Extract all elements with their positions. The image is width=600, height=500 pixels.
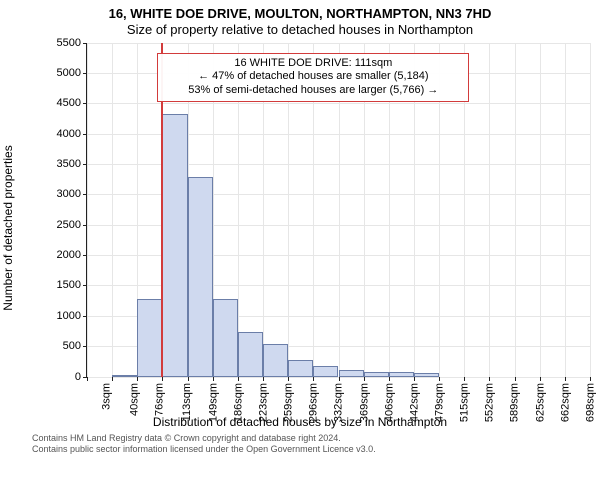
x-tick-mark [565, 377, 566, 381]
gridline-v [565, 43, 566, 377]
x-tick-mark [112, 377, 113, 381]
y-tick-label: 2500 [57, 219, 81, 231]
x-tick-mark [162, 377, 163, 381]
x-tick-label: 186sqm [232, 383, 244, 422]
x-tick-label: 369sqm [358, 383, 370, 422]
footer-line: Contains public sector information licen… [32, 444, 594, 455]
y-tick-label: 4500 [57, 97, 81, 109]
histogram-bar [389, 372, 414, 376]
x-tick-label: 442sqm [408, 383, 420, 422]
y-tick-label: 0 [75, 371, 81, 383]
x-tick-label: 479sqm [434, 383, 446, 422]
x-tick-label: 223sqm [257, 383, 269, 422]
histogram-bar [263, 344, 288, 376]
x-tick-label: 259sqm [283, 383, 295, 422]
y-tick-label: 5500 [57, 37, 81, 49]
x-tick-label: 76sqm [154, 383, 166, 416]
histogram-bar [288, 360, 313, 377]
y-tick-label: 1500 [57, 279, 81, 291]
y-axis-title: Number of detached properties [1, 145, 15, 310]
x-tick-label: 552sqm [484, 383, 496, 422]
x-tick-label: 113sqm [182, 383, 194, 421]
histogram-bar [112, 375, 137, 377]
histogram-bar [414, 373, 439, 376]
x-tick-label: 40sqm [129, 383, 141, 416]
page-title: 16, WHITE DOE DRIVE, MOULTON, NORTHAMPTO… [0, 6, 600, 22]
y-tick-label: 3000 [57, 188, 81, 200]
annotation-line: 53% of semi-detached houses are larger (… [164, 84, 462, 98]
x-tick-mark [590, 377, 591, 381]
x-tick-label: 149sqm [207, 383, 219, 422]
histogram-bar [339, 370, 364, 377]
y-tick-label: 1000 [57, 310, 81, 322]
y-tick-label: 500 [63, 340, 81, 352]
x-tick-label: 625sqm [534, 383, 546, 422]
histogram-bar [188, 177, 213, 377]
x-tick-label: 332sqm [333, 383, 345, 422]
page-subtitle: Size of property relative to detached ho… [0, 22, 600, 38]
x-tick-label: 515sqm [459, 383, 471, 422]
x-tick-label: 589sqm [509, 383, 521, 422]
gridline-v [489, 43, 490, 377]
y-tick-label: 3500 [57, 158, 81, 170]
x-tick-mark [540, 377, 541, 381]
y-tick-label: 2000 [57, 249, 81, 261]
x-tick-mark [464, 377, 465, 381]
x-tick-mark [137, 377, 138, 381]
x-tick-mark [313, 377, 314, 381]
gridline-v [590, 43, 591, 377]
y-tick-label: 5000 [57, 67, 81, 79]
x-tick-mark [339, 377, 340, 381]
x-tick-label: 406sqm [383, 383, 395, 422]
x-tick-label: 296sqm [308, 383, 320, 422]
histogram-bar [238, 332, 263, 376]
x-tick-mark [389, 377, 390, 381]
histogram-plot: 0500100015002000250030003500400045005000… [86, 43, 590, 378]
histogram-bar [313, 366, 338, 376]
y-tick-label: 4000 [57, 128, 81, 140]
x-tick-mark [87, 377, 88, 381]
histogram-bar [137, 299, 162, 376]
gridline-v [112, 43, 113, 377]
histogram-bar [162, 114, 187, 376]
gridline-v [87, 43, 88, 377]
gridline-v [540, 43, 541, 377]
x-tick-mark [188, 377, 189, 381]
x-tick-mark [213, 377, 214, 381]
x-tick-mark [288, 377, 289, 381]
x-tick-mark [515, 377, 516, 381]
annotation-box: 16 WHITE DOE DRIVE: 111sqm← 47% of detac… [157, 53, 469, 102]
x-tick-mark [439, 377, 440, 381]
attribution-footer: Contains HM Land Registry data © Crown c… [0, 429, 600, 456]
annotation-line: ← 47% of detached houses are smaller (5,… [164, 70, 462, 84]
x-tick-label: 698sqm [584, 383, 596, 422]
annotation-line: 16 WHITE DOE DRIVE: 111sqm [164, 57, 462, 71]
footer-line: Contains HM Land Registry data © Crown c… [32, 433, 594, 444]
x-tick-label: 3sqm [100, 383, 112, 410]
histogram-bar [213, 299, 238, 376]
x-tick-mark [414, 377, 415, 381]
x-tick-mark [238, 377, 239, 381]
x-tick-mark [364, 377, 365, 381]
x-tick-mark [489, 377, 490, 381]
x-tick-mark [263, 377, 264, 381]
histogram-bar [364, 372, 389, 377]
chart-container: Number of detached properties 0500100015… [54, 43, 590, 413]
x-tick-label: 662sqm [559, 383, 571, 422]
gridline-v [515, 43, 516, 377]
